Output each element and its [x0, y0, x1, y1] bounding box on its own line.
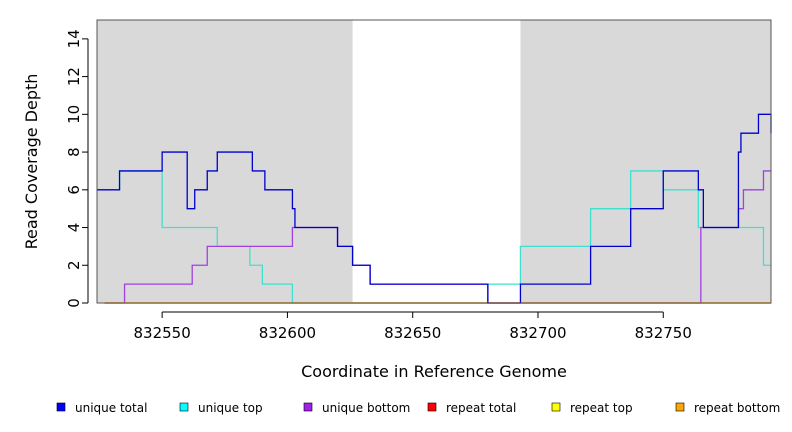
- y-tick-label: 6: [65, 185, 83, 195]
- y-tick-label: 2: [65, 260, 83, 270]
- shaded-region-1: [520, 20, 771, 303]
- legend-swatch: [427, 402, 437, 412]
- y-tick-label: 0: [65, 298, 83, 308]
- legend-label: unique bottom: [322, 401, 410, 415]
- y-axis-title: Read Coverage Depth: [22, 74, 41, 250]
- x-tick-label: 832600: [259, 324, 316, 342]
- shaded-regions: [97, 20, 771, 303]
- x-axis-title: Coordinate in Reference Genome: [301, 362, 567, 381]
- legend-swatch: [56, 402, 66, 412]
- plot-frame: [96, 19, 772, 304]
- x-axis: 832550 832600 832650 832700 832750: [134, 311, 692, 342]
- x-tick-label: 832700: [509, 324, 566, 342]
- legend: unique total unique top unique bottom repea…: [56, 401, 780, 415]
- legend-swatch: [551, 402, 561, 412]
- legend-swatch: [675, 402, 685, 412]
- legend-label: unique total: [75, 401, 147, 415]
- legend-swatch: [179, 402, 189, 412]
- y-tick-label: 12: [65, 67, 83, 86]
- legend-label: repeat top: [570, 401, 633, 415]
- x-tick-label: 832650: [384, 324, 441, 342]
- y-axis: 0 2 4 6 8 10 12 14: [65, 29, 89, 308]
- y-tick-label: 10: [65, 105, 83, 124]
- y-tick-label: 4: [65, 223, 83, 233]
- legend-label: repeat bottom: [694, 401, 780, 415]
- legend-label: unique top: [198, 401, 263, 415]
- x-tick-label: 832750: [635, 324, 692, 342]
- shaded-region-0: [97, 20, 353, 303]
- x-tick-label: 832550: [134, 324, 191, 342]
- legend-label: repeat total: [446, 401, 516, 415]
- y-tick-label: 8: [65, 147, 83, 157]
- series-unique-total: [97, 113, 772, 304]
- legend-swatch: [303, 402, 313, 412]
- y-tick-label: 14: [65, 29, 83, 48]
